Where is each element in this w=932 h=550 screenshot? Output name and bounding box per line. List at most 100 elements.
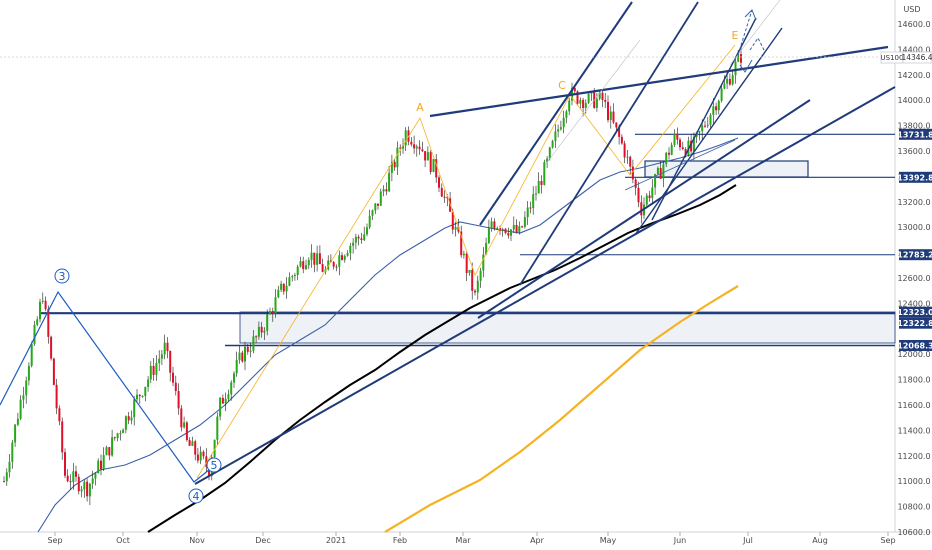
candle-body <box>47 309 50 337</box>
candle-body <box>704 125 706 127</box>
candle-body <box>451 211 454 230</box>
candle-body <box>174 382 177 391</box>
candle-body <box>518 226 521 233</box>
moving-average-orange <box>384 285 739 533</box>
svg-text:3: 3 <box>59 270 66 283</box>
price-axis[interactable]: 14600.0 14400.0 14200.0 14000.0 13800.0 13600… <box>897 20 930 537</box>
candle-body <box>360 238 363 240</box>
candle-body <box>138 394 141 397</box>
candle-body <box>415 146 418 149</box>
candle-body <box>224 398 227 404</box>
candle-body <box>116 433 119 439</box>
candle-body <box>363 234 366 241</box>
candle-body <box>487 228 490 243</box>
candle-body <box>260 326 263 333</box>
candle-body <box>479 270 482 281</box>
candle-body <box>313 252 316 265</box>
candle-body <box>299 261 302 267</box>
candle-body <box>55 384 58 409</box>
candle-body <box>648 195 651 199</box>
candle-body <box>94 473 97 479</box>
y-tick-label: 14400.0 <box>897 45 930 54</box>
candle-body <box>421 149 424 152</box>
candle-body <box>371 210 374 216</box>
candle-body <box>726 78 729 84</box>
wave-label-4: 4 <box>188 488 204 504</box>
wave-label-3: 3 <box>54 268 70 284</box>
candle-body <box>598 92 601 99</box>
y-tick-label: 13800.0 <box>897 122 930 131</box>
candle-body <box>665 152 668 165</box>
svg-text:14346.4: 14346.4 <box>901 53 932 62</box>
candle-body <box>690 140 693 152</box>
wave-label-5: 5 <box>206 457 222 473</box>
candle-body <box>476 280 479 293</box>
candle-body <box>230 382 233 395</box>
candle-body <box>618 127 621 137</box>
candle-body <box>241 352 244 362</box>
candle-body <box>169 351 172 373</box>
x-tick-label: Jul <box>742 536 753 545</box>
candle-body <box>327 260 330 270</box>
moving-average-black <box>147 184 737 533</box>
candle-body <box>266 314 269 331</box>
wave-label-a: A <box>416 101 424 114</box>
candle-body <box>11 442 14 462</box>
candle-body <box>14 424 17 443</box>
x-tick-label: Sep <box>47 536 62 545</box>
candle-body <box>27 365 30 381</box>
candle-body <box>69 481 72 483</box>
candle-body <box>158 358 161 364</box>
candle-body <box>396 147 399 168</box>
candle-body <box>122 429 125 434</box>
x-tick-label: Nov <box>189 536 205 545</box>
candle-body <box>255 336 258 338</box>
y-tick-label: 10800.0 <box>897 503 930 512</box>
candle-body <box>460 231 463 256</box>
candle-body <box>8 461 11 473</box>
candle-body <box>512 225 515 230</box>
candle-body <box>354 236 357 243</box>
candle-body <box>535 193 537 195</box>
candle-body <box>382 189 385 192</box>
candle-body <box>709 114 712 125</box>
candle-body <box>202 451 205 457</box>
candle-body <box>235 360 238 374</box>
time-axis[interactable]: Sep Oct Nov Dec 2021 Feb Mar Apr May Jun Jul Aug Sep <box>47 532 896 545</box>
candle-body <box>108 447 111 456</box>
candle-body <box>368 215 371 228</box>
level-tag-background <box>899 171 932 183</box>
y-tick-label: 11800.0 <box>897 376 930 385</box>
candle-body <box>88 483 91 497</box>
candle-body <box>141 395 144 397</box>
candle-body <box>321 264 324 272</box>
level-tag-background <box>899 317 932 329</box>
last-price-tag: 14346.4 <box>901 51 932 64</box>
candle-body <box>504 228 507 233</box>
candle-body <box>551 140 554 148</box>
candle-body <box>185 422 188 440</box>
candle-body <box>19 399 22 419</box>
candle-body <box>61 421 64 453</box>
candle-body <box>623 143 626 158</box>
wave-zigzag-orange <box>196 44 736 479</box>
candle-body <box>723 83 726 89</box>
candle-body <box>496 228 499 229</box>
candle-body <box>30 343 33 366</box>
candle-body <box>684 149 687 156</box>
candle-body <box>274 297 277 314</box>
candle-body <box>282 283 285 292</box>
candle-body <box>457 226 460 232</box>
candle-body <box>584 102 587 108</box>
candle-body <box>269 311 271 315</box>
candle-body <box>196 454 199 461</box>
candlestick-series <box>3 45 742 506</box>
demand-zone-box <box>239 311 896 344</box>
candle-body <box>562 117 565 128</box>
candle-body <box>352 242 355 246</box>
plot-background <box>0 0 895 532</box>
candle-body <box>393 161 396 168</box>
candle-body <box>410 141 413 145</box>
candle-body <box>548 147 551 159</box>
